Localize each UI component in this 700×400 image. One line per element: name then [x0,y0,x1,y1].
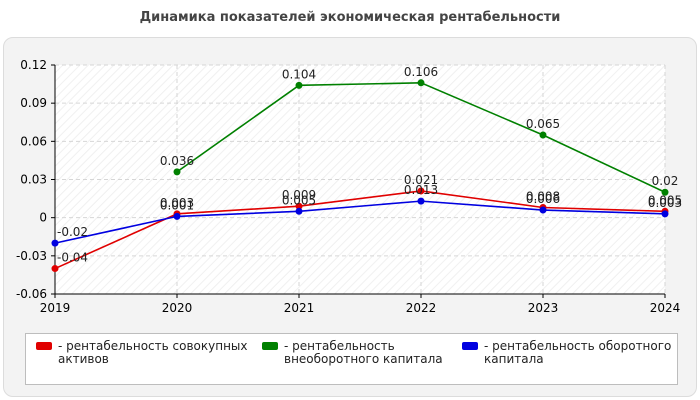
data-label-total-assets: 0.005 [648,193,682,207]
data-point-total-assets[interactable] [295,202,303,210]
x-tick-label: 2023 [528,301,559,315]
data-point-noncurrent-capital[interactable] [661,188,669,196]
data-point-total-assets[interactable] [417,187,425,195]
data-point-current-capital[interactable] [539,206,547,214]
data-label-noncurrent-capital: 0.065 [526,117,560,131]
data-point-current-capital[interactable] [51,239,59,247]
data-label-total-assets: 0.008 [526,189,560,203]
data-point-current-capital[interactable] [417,197,425,205]
legend-swatch-current-capital [462,342,478,350]
data-point-current-capital[interactable] [661,210,669,218]
x-tick-label: 2022 [406,301,437,315]
x-tick-label: 2020 [162,301,193,315]
x-tick-label: 2024 [650,301,681,315]
chart-title: Динамика показателей экономическая рента… [139,10,561,25]
data-label-total-assets: 0.021 [404,173,438,187]
legend-swatch-total-assets [36,342,52,350]
x-tick-label: 2019 [40,301,71,315]
data-label-current-capital: 0.005 [282,193,316,207]
data-point-current-capital[interactable] [173,212,181,220]
data-label-noncurrent-capital: 0.106 [404,65,438,79]
y-tick-label: 0.12 [20,58,47,72]
y-tick-label: 0 [39,211,47,225]
data-label-total-assets: 0.009 [282,188,316,202]
legend-swatch-noncurrent-capital [262,342,278,350]
data-point-noncurrent-capital[interactable] [539,131,547,139]
y-tick-label: 0.03 [20,173,47,187]
data-label-noncurrent-capital: 0.036 [160,154,194,168]
data-point-noncurrent-capital[interactable] [295,81,303,89]
data-point-noncurrent-capital[interactable] [417,79,425,87]
y-tick-label: -0.03 [16,249,47,263]
data-point-total-assets[interactable] [51,265,59,273]
x-tick-label: 2021 [284,301,315,315]
series-line-current-capital [54,200,666,244]
series-line-total-assets [54,190,666,270]
data-label-current-capital: 0.003 [648,196,682,210]
data-labels: -0.04 0.003 0.009 0.021 0.008 0.005 0.036 0.104… [57,65,682,265]
legend-label-current-capital: - рентабельность оборотного капитала [484,339,672,366]
series-layer [51,79,669,273]
y-tick-label: 0.09 [20,96,47,110]
y-tick-label: -0.06 [16,287,47,301]
data-label-noncurrent-capital: 0.02 [652,174,679,188]
data-label-current-capital: 0.001 [160,198,194,212]
legend-label-noncurrent-capital: - рентабельность внеоборотного капитала [284,339,443,366]
data-label-current-capital: 0.006 [526,192,560,206]
data-point-noncurrent-capital[interactable] [173,168,181,176]
y-tick-label: 0.06 [20,134,47,148]
data-label-current-capital: 0.013 [404,183,438,197]
data-label-noncurrent-capital: 0.104 [282,67,316,81]
data-point-current-capital[interactable] [295,207,303,215]
legend-label-total-assets: - рентабельность совокупных активов [58,339,248,366]
data-label-total-assets: 0.003 [160,196,194,210]
data-label-total-assets: -0.04 [57,251,88,265]
legend: - рентабельность совокупных активов - ре… [25,333,678,385]
data-label-current-capital: -0.02 [57,225,88,239]
